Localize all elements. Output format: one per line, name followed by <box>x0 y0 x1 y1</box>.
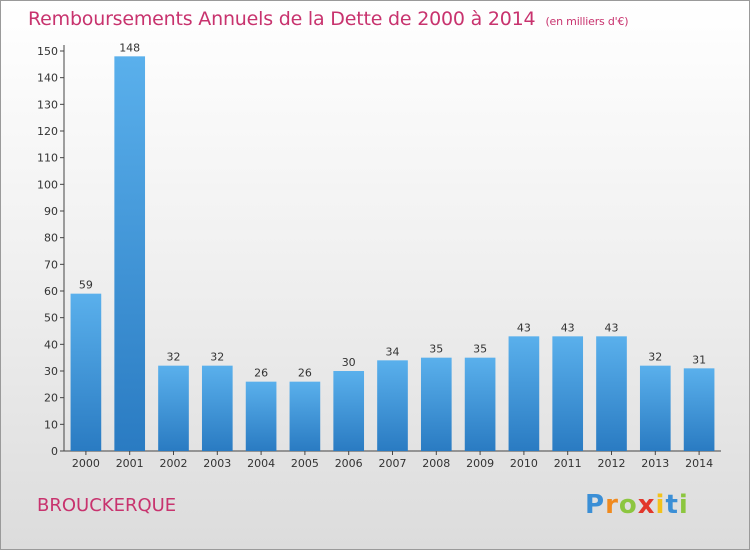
proxiti-logo: Proxiti <box>585 490 689 520</box>
x-tick-label: 2007 <box>379 457 407 470</box>
x-tick-label: 2008 <box>422 457 450 470</box>
logo-letter: o <box>618 490 638 520</box>
y-tick-label: 60 <box>44 285 58 298</box>
bar-value-label: 26 <box>254 367 268 380</box>
y-tick-label: 110 <box>37 152 58 165</box>
x-tick-label: 2013 <box>641 457 669 470</box>
y-tick-label: 30 <box>44 365 58 378</box>
bar-value-label: 35 <box>429 343 443 356</box>
bar-value-label: 148 <box>119 41 140 54</box>
logo-letter: x <box>637 490 656 520</box>
y-tick-label: 0 <box>51 445 58 458</box>
x-tick-label: 2010 <box>510 457 538 470</box>
chart-title: Remboursements Annuels de la Dette de 20… <box>28 8 629 30</box>
x-tick-label: 2011 <box>554 457 582 470</box>
commune-name: BROUCKERQUE <box>37 495 177 516</box>
bar-value-label: 26 <box>298 367 312 380</box>
bar-value-label: 43 <box>605 321 619 334</box>
y-tick-label: 120 <box>37 125 58 138</box>
x-tick-label: 2000 <box>72 457 100 470</box>
bar <box>464 357 496 451</box>
bar-value-label: 32 <box>210 351 224 364</box>
bar-value-label: 31 <box>692 353 706 366</box>
title-text: Remboursements Annuels de la Dette de 20… <box>28 8 536 30</box>
logo-letter: i <box>655 490 666 520</box>
y-tick-label: 150 <box>37 45 58 58</box>
x-tick-label: 2005 <box>291 457 319 470</box>
bar <box>70 293 102 451</box>
bar-value-label: 30 <box>342 356 356 369</box>
bar <box>639 365 671 451</box>
logo-letter: i <box>678 490 689 520</box>
logo-letter: t <box>665 490 679 520</box>
y-tick-label: 40 <box>44 338 58 351</box>
bar-value-label: 32 <box>648 351 662 364</box>
bar <box>552 336 584 451</box>
y-tick-label: 20 <box>44 392 58 405</box>
bar-value-label: 35 <box>473 343 487 356</box>
y-tick-label: 140 <box>37 72 58 85</box>
x-tick-label: 2012 <box>598 457 626 470</box>
y-tick-label: 90 <box>44 205 58 218</box>
bar <box>596 336 627 451</box>
x-tick-label: 2014 <box>685 457 713 470</box>
bar-value-label: 59 <box>79 279 93 292</box>
x-tick-label: 2003 <box>203 457 231 470</box>
x-tick-label: 2002 <box>160 457 188 470</box>
unit-note: (en milliers d'€) <box>545 15 629 28</box>
bar <box>289 381 321 451</box>
y-tick-label: 80 <box>44 232 58 245</box>
logo-letter: P <box>585 490 606 520</box>
y-tick-label: 130 <box>37 98 58 111</box>
bar <box>201 365 233 451</box>
x-tick-label: 2009 <box>466 457 494 470</box>
bar <box>245 381 277 451</box>
y-tick-label: 70 <box>44 258 58 271</box>
bar <box>333 371 365 451</box>
bar-value-label: 32 <box>167 351 181 364</box>
x-tick-label: 2001 <box>116 457 144 470</box>
x-tick-label: 2004 <box>247 457 275 470</box>
y-tick-label: 50 <box>44 312 58 325</box>
logo-letter: r <box>605 490 619 520</box>
bar-value-label: 43 <box>517 321 531 334</box>
y-tick-label: 10 <box>44 418 58 431</box>
bar <box>377 360 408 451</box>
bar <box>158 365 189 451</box>
bar <box>420 357 452 451</box>
bar <box>683 368 715 451</box>
x-tick-label: 2006 <box>335 457 363 470</box>
bar-value-label: 34 <box>386 345 400 358</box>
bar-value-label: 43 <box>561 321 575 334</box>
bar <box>508 336 540 451</box>
bar <box>114 56 146 451</box>
y-tick-label: 100 <box>37 178 58 191</box>
